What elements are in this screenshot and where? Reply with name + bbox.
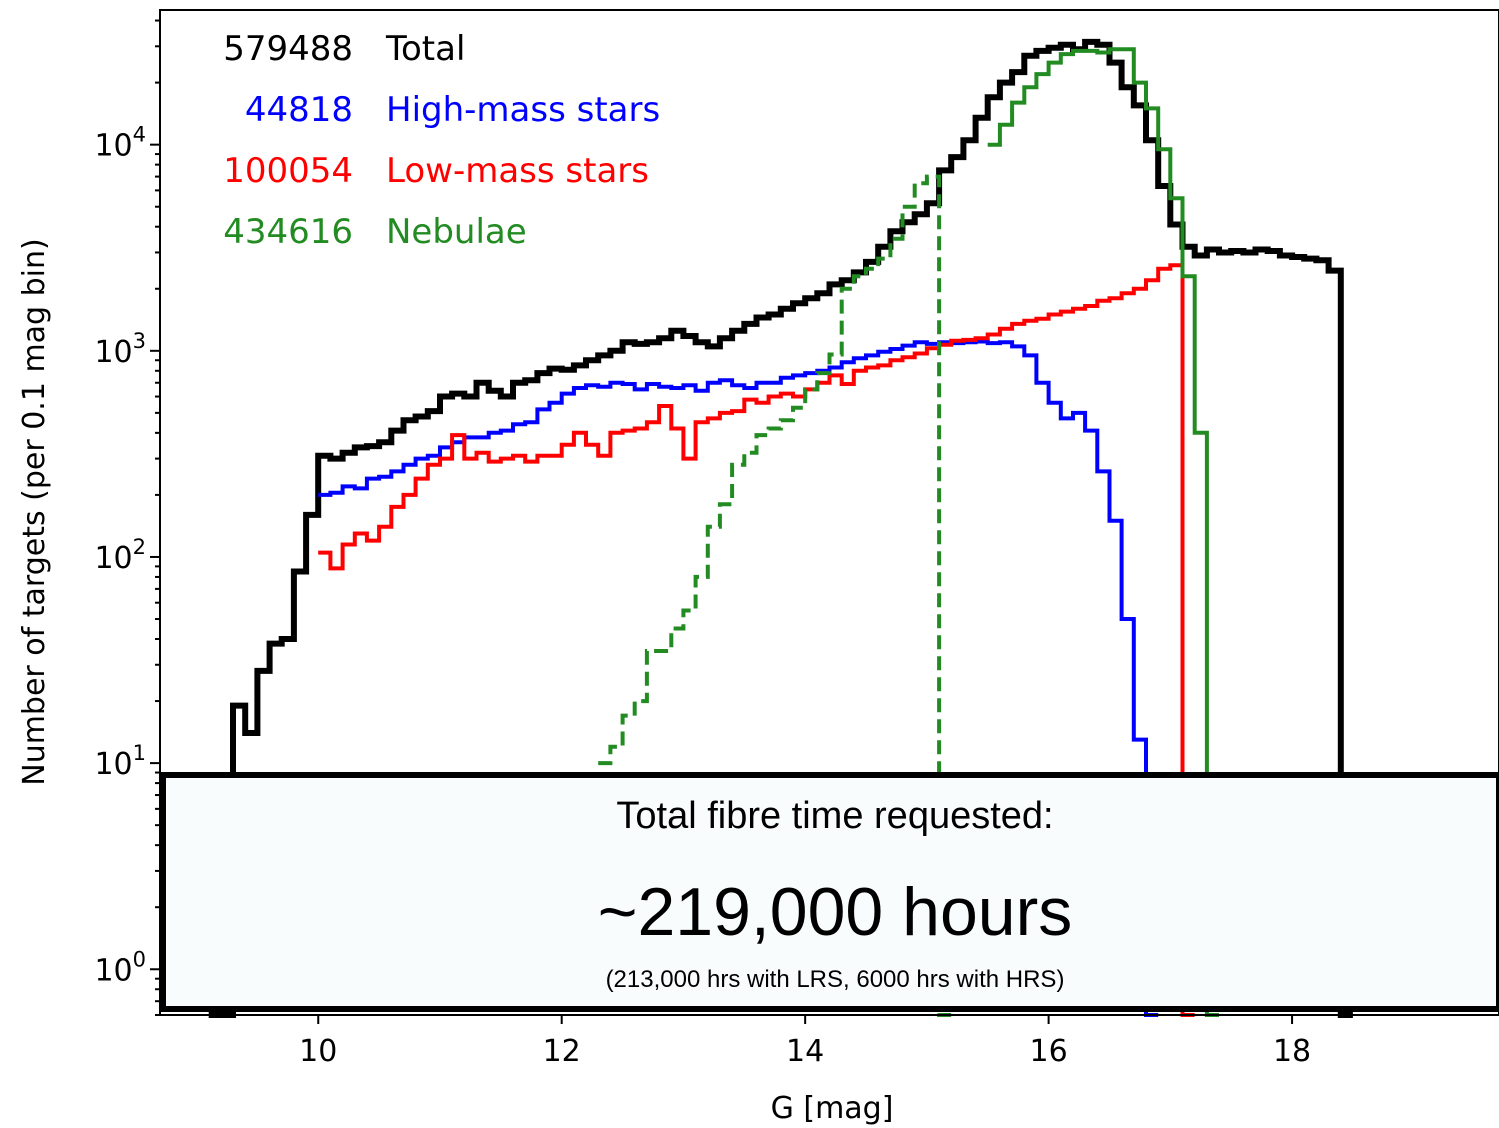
series-line-1 (318, 339, 1159, 1017)
info-box: Total fibre time requested: ~219,000 hou… (160, 772, 1499, 1012)
axis-layer: 10 12 14 16 18 100 101 102 103 104 (94, 19, 1311, 1069)
series-line-2 (318, 263, 1195, 1017)
x-tick-label: 10 (299, 1034, 337, 1069)
y-tick-label: 101 (94, 741, 146, 782)
series-line-0 (208, 38, 1353, 1018)
plot-frame (159, 9, 1499, 1016)
legend-count-high-mass: 44818 (245, 90, 353, 130)
info-title: Total fibre time requested: (616, 795, 1053, 837)
legend-count-low-mass: 100054 (223, 151, 353, 191)
x-axis-label: G [mag] (771, 1091, 894, 1126)
x-tick-label: 12 (543, 1034, 581, 1069)
legend: 579488 Total 44818 High-mass stars 10005… (223, 29, 660, 252)
legend-label-high-mass: High-mass stars (386, 90, 660, 130)
legend-entry-high-mass: 44818 High-mass stars (245, 90, 660, 130)
info-box-background (160, 772, 1499, 1012)
info-detail: (213,000 hrs with LRS, 6000 hrs with HRS… (606, 966, 1065, 993)
x-tick-label: 16 (1030, 1034, 1068, 1069)
y-axis-label: Number of targets (per 0.1 mag bin) (17, 238, 52, 786)
x-tick-label: 18 (1273, 1034, 1311, 1069)
series-layer (208, 38, 1353, 1018)
y-tick-label: 100 (94, 947, 146, 988)
y-tick-label: 104 (94, 123, 146, 164)
series-line-4 (987, 47, 1219, 1017)
legend-label-nebulae: Nebulae (386, 212, 527, 252)
x-tick-label: 14 (786, 1034, 824, 1069)
series-line-3 (598, 174, 952, 1017)
info-total-hours: ~219,000 hours (598, 874, 1073, 950)
legend-entry-nebulae: 434616 Nebulae (223, 212, 526, 252)
legend-entry-low-mass: 100054 Low-mass stars (223, 151, 649, 191)
legend-count-nebulae: 434616 (223, 212, 353, 252)
legend-label-total: Total (385, 29, 465, 69)
legend-count-total: 579488 (223, 29, 353, 69)
y-tick-label: 102 (94, 535, 146, 576)
y-tick-label: 103 (94, 329, 146, 370)
legend-label-low-mass: Low-mass stars (386, 151, 649, 191)
legend-entry-total: 579488 Total (223, 29, 465, 69)
